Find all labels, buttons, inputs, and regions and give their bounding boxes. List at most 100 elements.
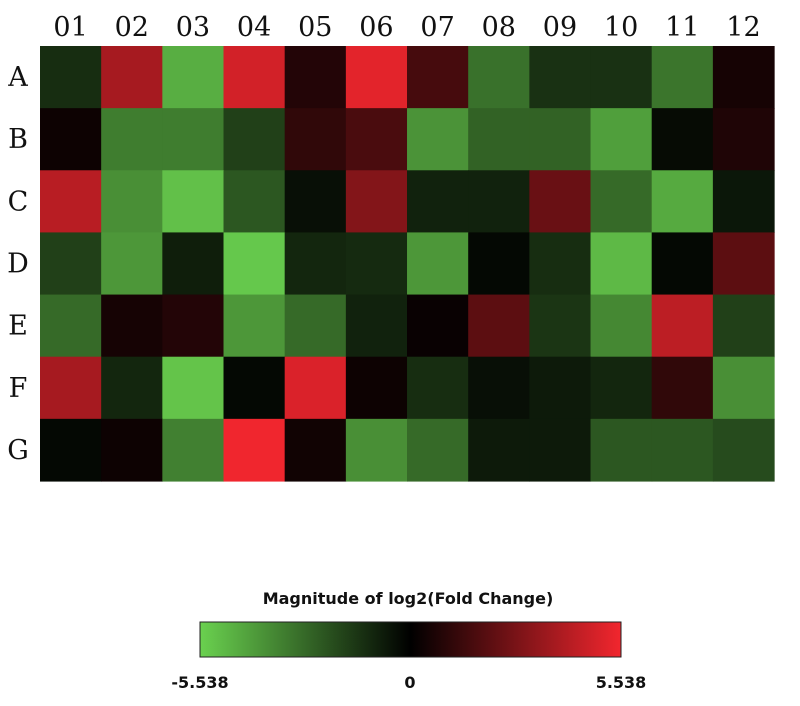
heatmap-cell-C06 <box>345 170 408 234</box>
heatmap-cell-D01 <box>40 232 102 296</box>
heatmap-cell-E06 <box>345 294 408 358</box>
heatmap-cell-G11 <box>651 418 714 482</box>
heatmap-cell-D07 <box>407 232 469 296</box>
column-label-02: 02 <box>115 12 149 43</box>
heatmap-cell-E01 <box>40 294 102 358</box>
row-label-A: A <box>7 62 28 93</box>
heatmap-cell-B05 <box>284 108 347 171</box>
legend-min-label: -5.538 <box>171 673 228 692</box>
heatmap-cell-G12 <box>712 418 775 482</box>
heatmap-cell-F04 <box>223 356 286 420</box>
heatmap-cell-D09 <box>529 232 592 296</box>
heatmap-cell-B03 <box>162 108 225 171</box>
heatmap-cell-D10 <box>590 232 653 296</box>
row-label-F: F <box>9 373 28 404</box>
heatmap-cell-F07 <box>407 356 469 420</box>
row-label-G: G <box>7 435 29 466</box>
heatmap-cell-E09 <box>529 294 592 358</box>
heatmap-cell-B09 <box>529 108 592 171</box>
heatmap-cell-D12 <box>712 232 775 296</box>
heatmap-cell-B10 <box>590 108 653 171</box>
heatmap-cell-G04 <box>223 418 286 482</box>
heatmap-cell-B12 <box>712 108 775 171</box>
heatmap-cell-F06 <box>345 356 408 420</box>
heatmap-cell-A02 <box>101 46 163 109</box>
heatmap-cell-C07 <box>407 170 469 234</box>
row-label-B: B <box>8 124 28 155</box>
heatmap-cell-A11 <box>651 46 714 109</box>
heatmap-cell-D08 <box>468 232 530 296</box>
heatmap-cell-A03 <box>162 46 225 109</box>
column-label-06: 06 <box>359 12 393 43</box>
heatmap-cell-C09 <box>529 170 592 234</box>
heatmap-cell-F11 <box>651 356 714 420</box>
heatmap-cell-B04 <box>223 108 286 171</box>
heatmap-cell-B06 <box>345 108 408 171</box>
heatmap-cell-G05 <box>284 418 347 482</box>
column-label-07: 07 <box>420 12 454 43</box>
heatmap-cell-C04 <box>223 170 286 234</box>
column-label-01: 01 <box>53 12 87 43</box>
heatmap-cell-E12 <box>712 294 775 358</box>
heatmap-cell-D06 <box>345 232 408 296</box>
heatmap-cell-G06 <box>345 418 408 482</box>
heatmap-cell-F01 <box>40 356 102 420</box>
heatmap-cell-A09 <box>529 46 592 109</box>
heatmap-cell-F08 <box>468 356 530 420</box>
heatmap-cell-E02 <box>101 294 163 358</box>
heatmap-cell-E04 <box>223 294 286 358</box>
heatmap-cell-A04 <box>223 46 286 109</box>
heatmap-cell-A06 <box>345 46 408 109</box>
row-label-C: C <box>8 186 29 217</box>
column-label-08: 08 <box>482 12 516 43</box>
heatmap-cell-B01 <box>40 108 102 171</box>
heatmap-cell-E07 <box>407 294 469 358</box>
heatmap-cell-D04 <box>223 232 286 296</box>
heatmap-cell-E03 <box>162 294 225 358</box>
heatmap-cell-G02 <box>101 418 163 482</box>
heatmap-cell-E05 <box>284 294 347 358</box>
legend-mid-label: 0 <box>404 673 415 692</box>
heatmap-cell-G09 <box>529 418 592 482</box>
column-label-05: 05 <box>298 12 332 43</box>
heatmap-cell-C12 <box>712 170 775 234</box>
heatmap-cell-A05 <box>284 46 347 109</box>
column-label-03: 03 <box>176 12 210 43</box>
heatmap-cell-C05 <box>284 170 347 234</box>
heatmap-cell-D05 <box>284 232 347 296</box>
heatmap-cell-E10 <box>590 294 653 358</box>
heatmap-cell-C10 <box>590 170 653 234</box>
heatmap-cell-B02 <box>101 108 163 171</box>
column-labels: 01 02 03 04 05 06 07 08 09 10 11 12 <box>53 12 760 43</box>
heatmap-cell-F09 <box>529 356 592 420</box>
heatmap-cell-D11 <box>651 232 714 296</box>
heatmap-cell-C01 <box>40 170 102 234</box>
legend-max-label: 5.538 <box>596 673 647 692</box>
heatmap-cell-G01 <box>40 418 102 482</box>
heatmap-cell-C08 <box>468 170 530 234</box>
heatmap-cell-C02 <box>101 170 163 234</box>
heatmap-cell-A01 <box>40 46 102 109</box>
heatmap-cell-F12 <box>712 356 775 420</box>
column-label-10: 10 <box>604 12 638 43</box>
heatmap-cell-D02 <box>101 232 163 296</box>
column-label-12: 12 <box>726 12 760 43</box>
column-label-11: 11 <box>665 12 699 43</box>
column-label-04: 04 <box>237 12 271 43</box>
heatmap-cell-C11 <box>651 170 714 234</box>
heatmap-cell-B08 <box>468 108 530 171</box>
heatmap-cell-F03 <box>162 356 225 420</box>
heatmap-cell-F05 <box>284 356 347 420</box>
row-label-D: D <box>7 248 29 279</box>
heatmap-cell-B11 <box>651 108 714 171</box>
heatmap-cells <box>40 46 775 482</box>
heatmap-cell-C03 <box>162 170 225 234</box>
heatmap-cell-E08 <box>468 294 530 358</box>
heatmap-cell-F02 <box>101 356 163 420</box>
heatmap-cell-G10 <box>590 418 653 482</box>
heatmap-cell-F10 <box>590 356 653 420</box>
heatmap-cell-B07 <box>407 108 469 171</box>
